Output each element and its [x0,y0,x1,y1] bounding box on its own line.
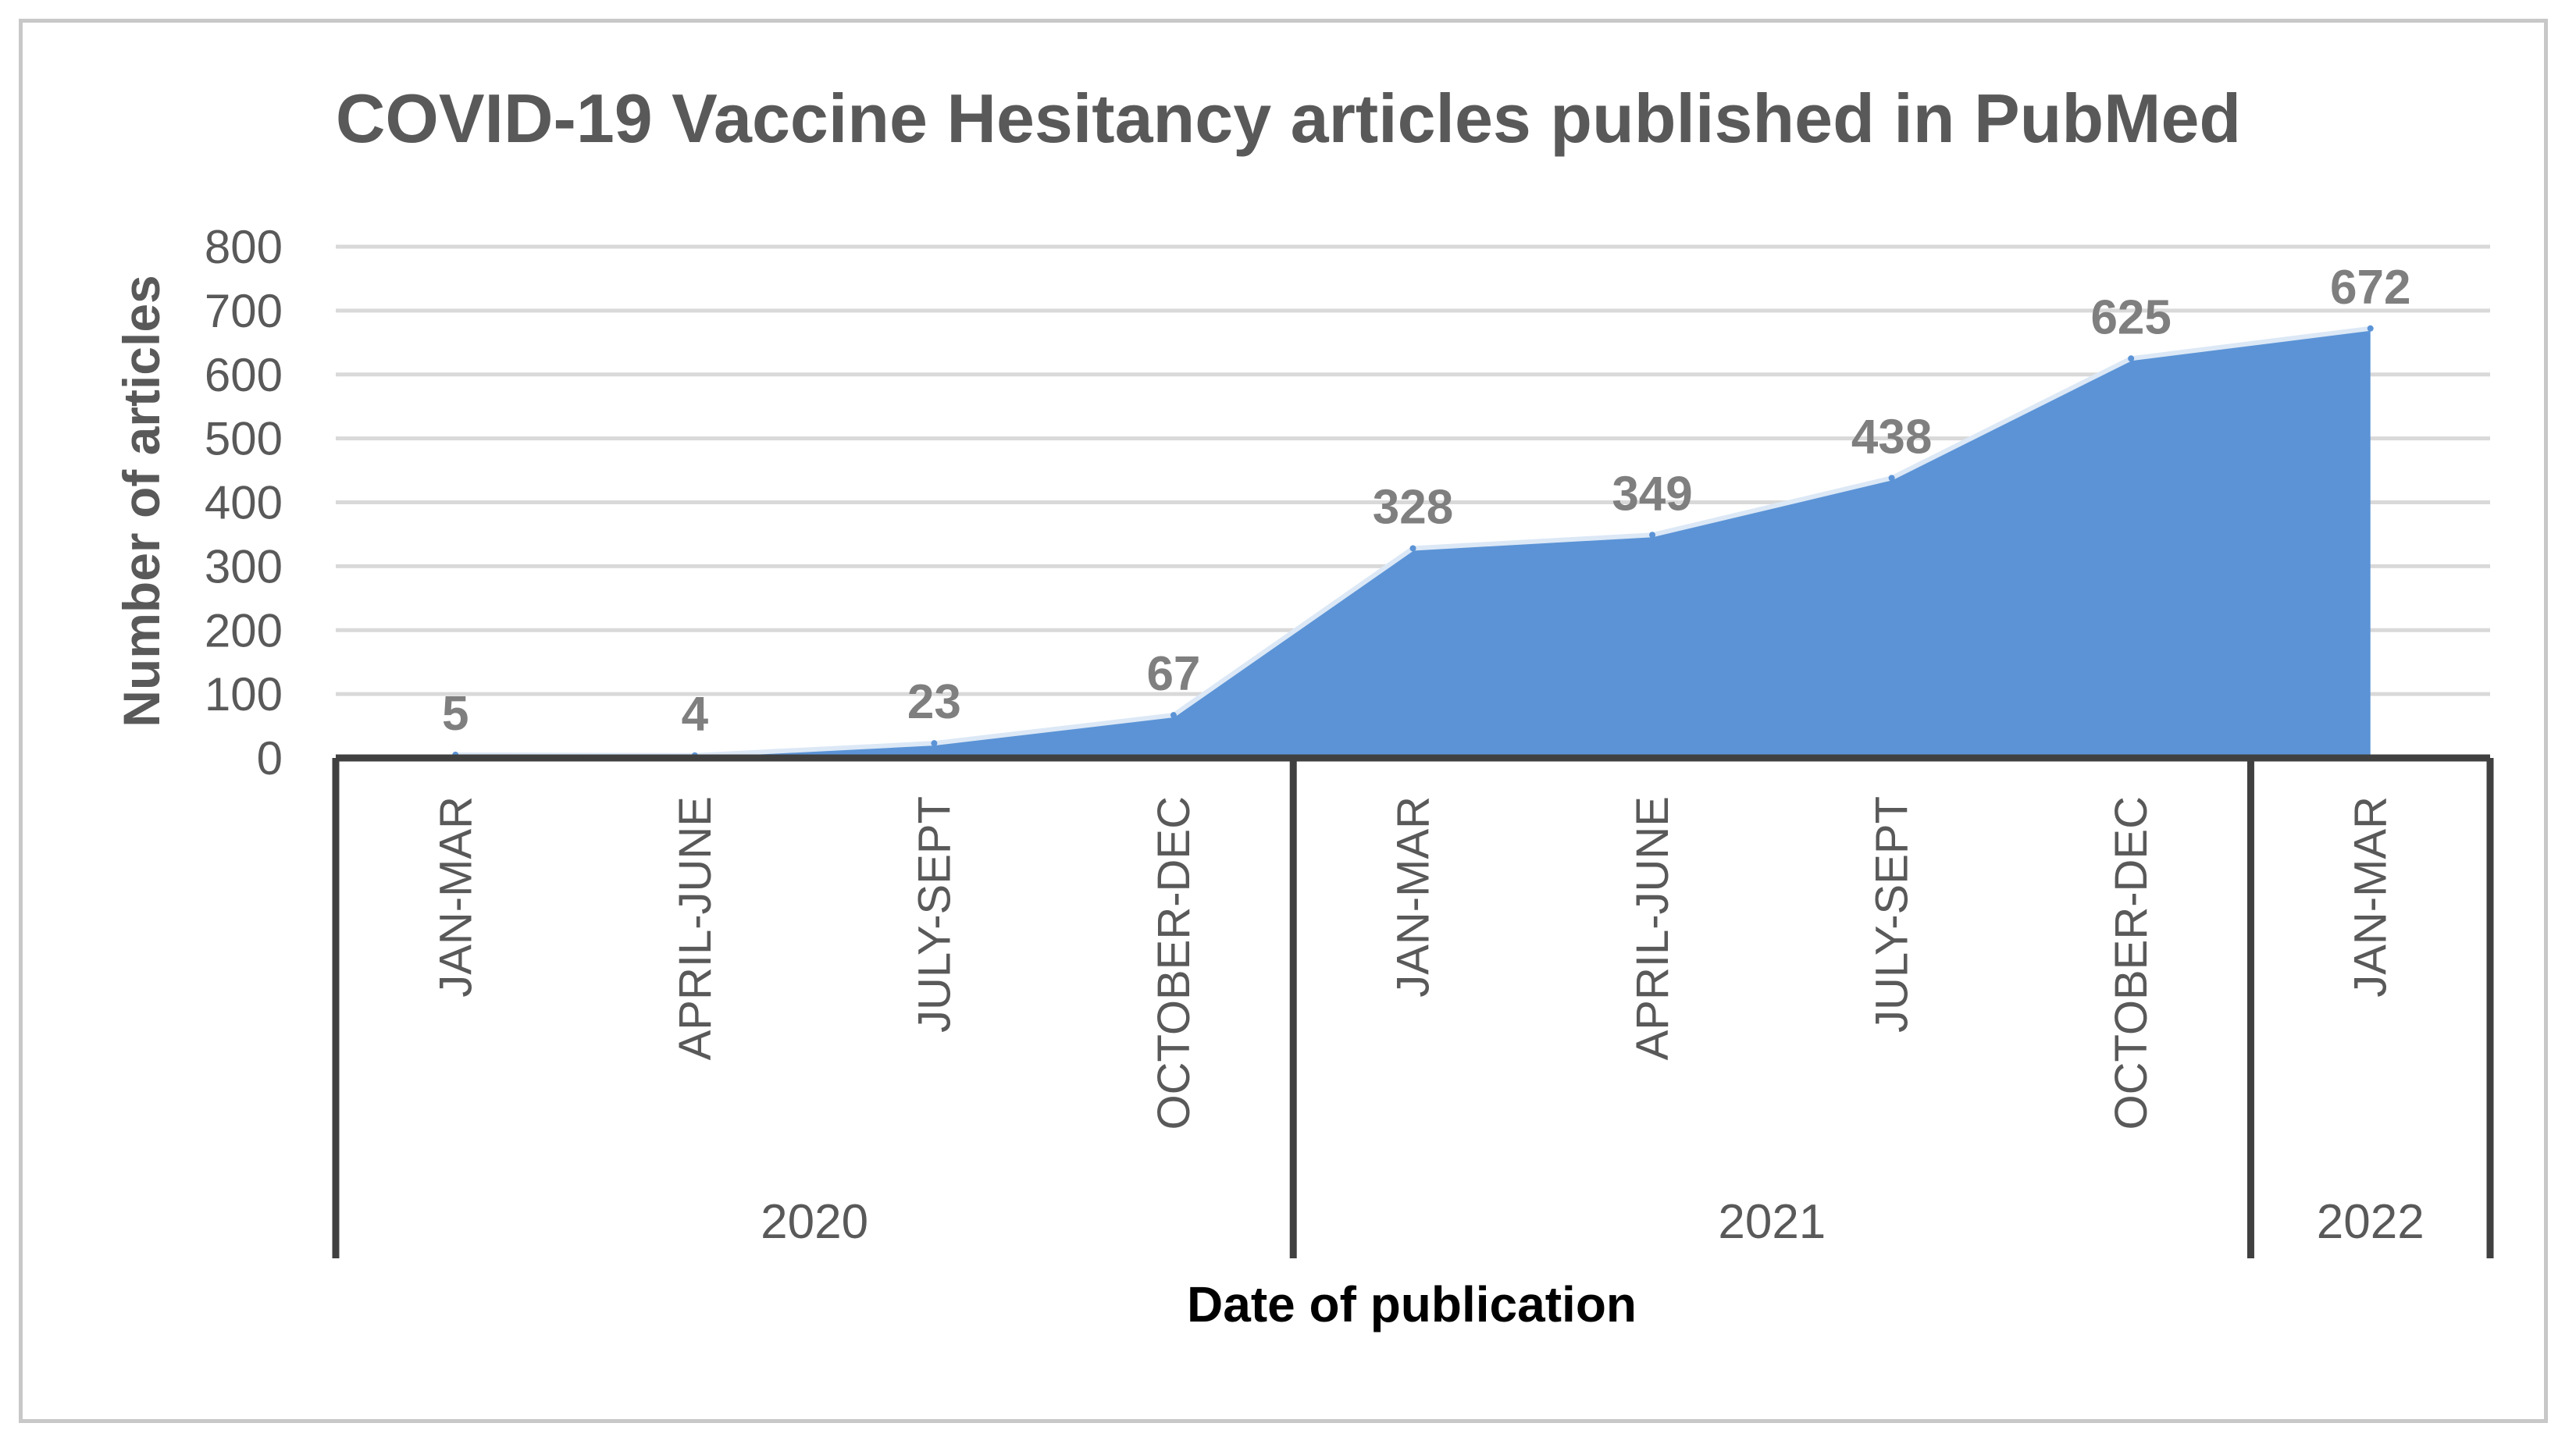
x-tick-label: JAN-MAR [1388,796,1439,998]
area-fill [455,328,2371,758]
data-label: 23 [907,675,961,729]
data-label: 4 [682,688,709,742]
y-tick-label: 700 [205,285,283,337]
y-tick-label: 0 [257,732,283,784]
x-tick-label: APRIL-JUNE [670,796,721,1060]
y-tick-label: 800 [205,221,283,273]
y-tick-label: 300 [205,540,283,592]
data-labels: 5 4 23 67 328 349 438 625 672 [442,261,2410,742]
data-point [1888,475,1895,482]
x-tick-label: OCTOBER-DEC [1149,796,1199,1130]
data-point [1170,712,1177,719]
data-label: 67 [1146,647,1200,701]
x-tick-label: OCTOBER-DEC [2106,796,2157,1130]
year-group-label: 2020 [761,1195,868,1249]
y-tick-label: 400 [205,477,283,529]
chart-title: COVID-19 Vaccine Hesitancy articles publ… [336,80,2241,157]
data-point [1409,545,1416,552]
x-tick-label: JULY-SEPT [1867,796,1918,1033]
data-label: 5 [442,687,469,741]
data-point [2128,355,2135,362]
x-axis-title: Date of publication [1187,1276,1637,1332]
data-label: 349 [1612,467,1692,521]
data-label: 672 [2330,261,2410,315]
chart-frame [19,19,2548,1423]
x-tick-label: JAN-MAR [2346,796,2396,998]
category-axis [332,754,2494,1258]
data-label: 625 [2090,290,2171,344]
y-axis-title: Number of articles [112,275,170,728]
year-group-label: 2021 [1718,1195,1826,1249]
y-tick-label: 100 [205,668,283,720]
y-tick-label: 200 [205,604,283,656]
x-tick-label: JULY-SEPT [909,796,960,1033]
y-tick-label: 600 [205,349,283,401]
data-point [1649,532,1656,539]
x-tick-label: JAN-MAR [430,796,481,998]
data-label: 328 [1373,480,1453,534]
x-tick-label: APRIL-JUNE [1627,796,1678,1060]
y-axis-ticks: 0 100 200 300 400 500 600 700 800 [205,221,283,784]
data-point [931,740,938,747]
data-label: 438 [1851,410,1932,464]
x-axis-ticks: JAN-MAR APRIL-JUNE JULY-SEPT OCTOBER-DEC JAN… [430,796,2396,1130]
y-tick-label: 500 [205,413,283,465]
data-point [2367,325,2374,332]
year-group-label: 2022 [2317,1195,2425,1249]
year-group-labels: 2020 2021 2022 [761,1195,2425,1249]
